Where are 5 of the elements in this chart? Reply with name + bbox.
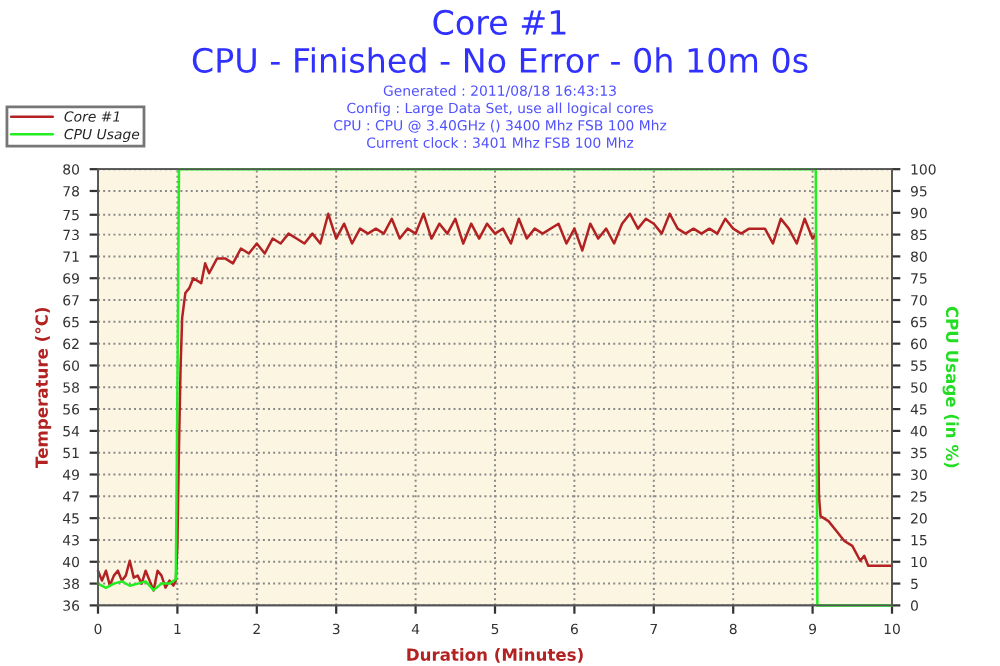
- x-axis-title: Duration (Minutes): [407, 648, 583, 663]
- y2-axis-title: CPU Usage (in %): [942, 306, 959, 468]
- y-axis-title: Temperature (°C): [35, 307, 52, 468]
- chart-subtitle: CPU - Finished - No Error - 0h 10m 0s: [192, 47, 808, 73]
- chart-title: Core #1: [433, 9, 566, 35]
